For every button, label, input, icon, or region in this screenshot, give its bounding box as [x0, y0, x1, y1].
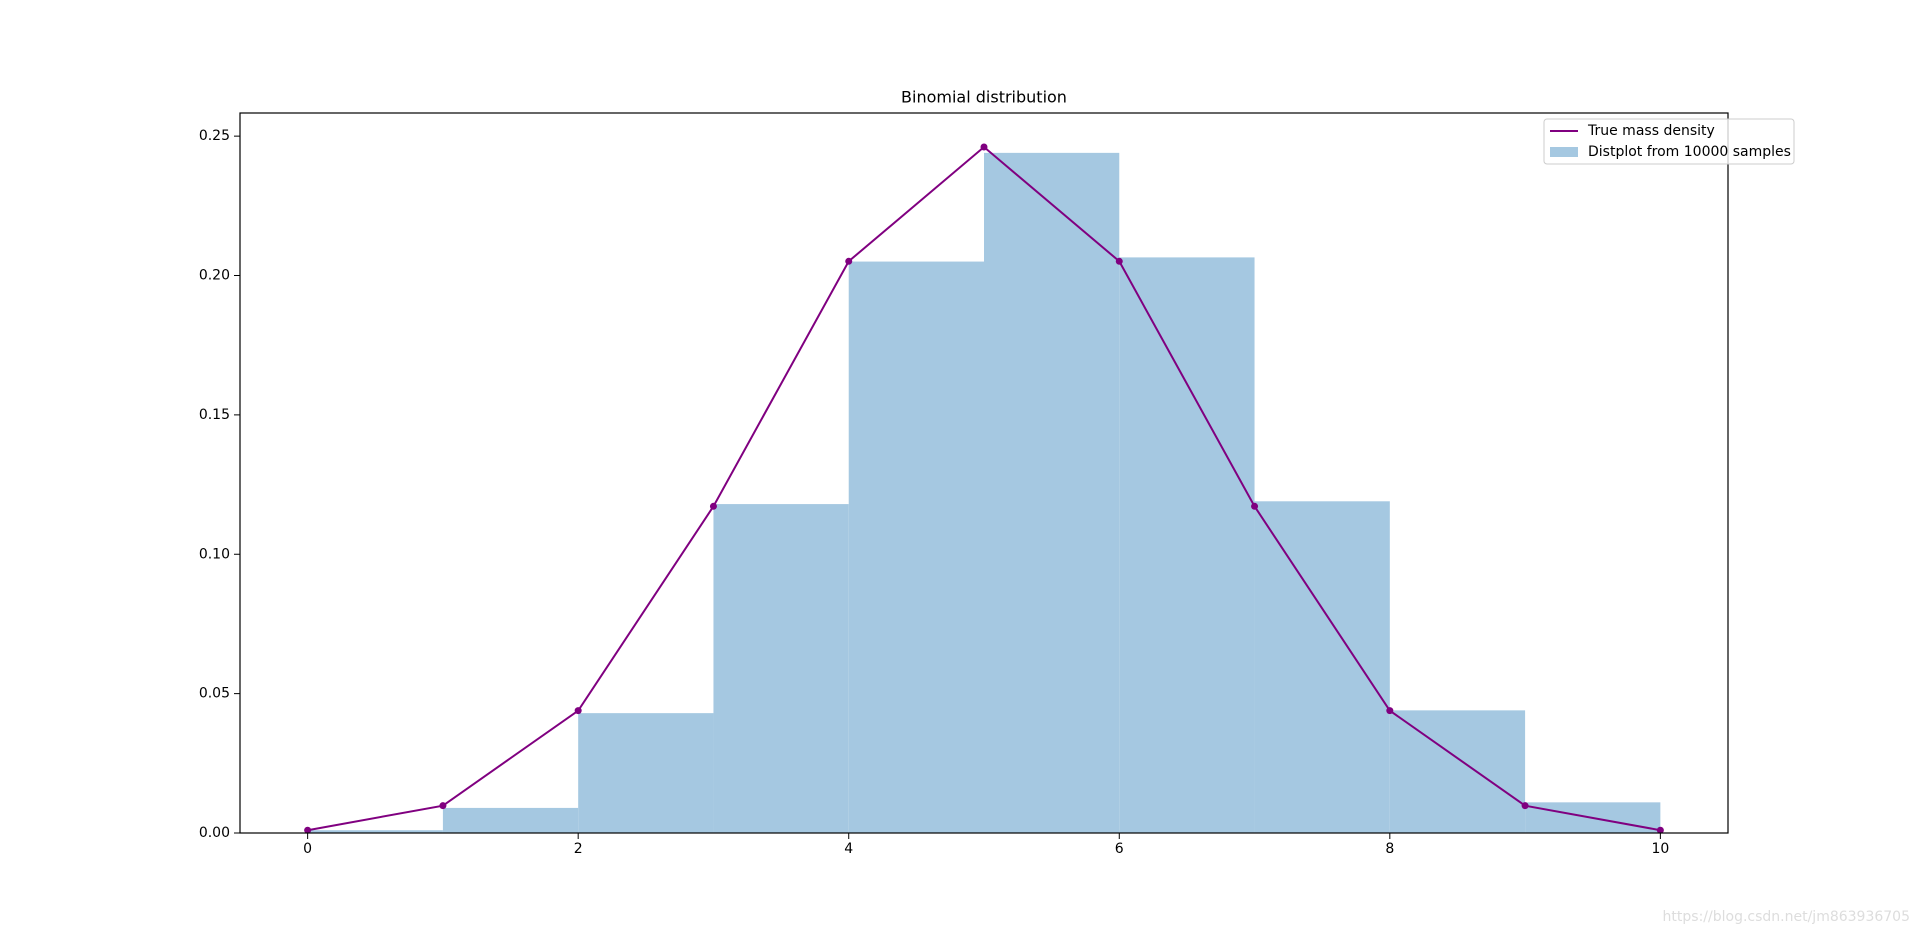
legend-label: Distplot from 10000 samples: [1588, 144, 1791, 160]
histogram-bar: [713, 504, 849, 833]
histogram-bar: [307, 830, 443, 833]
line-marker: [1386, 707, 1394, 715]
x-tick-label: 10: [1651, 841, 1669, 857]
line-marker: [1115, 257, 1123, 265]
x-tick-label: 8: [1385, 841, 1394, 857]
x-tick-label: 4: [844, 841, 853, 857]
histogram-bar: [1389, 710, 1526, 833]
line-marker: [574, 707, 582, 715]
line-marker: [845, 257, 853, 265]
y-tick-label: 0.15: [199, 407, 230, 423]
histogram-bar: [984, 152, 1120, 834]
line-marker: [439, 802, 447, 810]
legend-bar-swatch: [1550, 147, 1578, 157]
histogram-bar: [578, 713, 714, 833]
line-marker: [1521, 802, 1529, 810]
line-marker: [709, 502, 717, 510]
line-marker: [980, 143, 988, 151]
chart-title: Binomial distribution: [901, 88, 1067, 107]
legend-label: True mass density: [1587, 123, 1715, 139]
legend-box: [1543, 118, 1795, 165]
y-tick-label: 0.25: [199, 128, 230, 144]
y-tick-label: 0.00: [199, 825, 230, 841]
watermark: https://blog.csdn.net/jm863936705: [1663, 909, 1910, 925]
line-marker: [1656, 826, 1664, 834]
line-marker: [304, 826, 312, 834]
line-marker: [1251, 502, 1259, 510]
x-tick-label: 2: [574, 841, 583, 857]
x-tick-label: 0: [303, 841, 312, 857]
y-tick-label: 0.10: [199, 546, 230, 562]
y-tick-label: 0.05: [199, 686, 230, 702]
histogram-bar: [442, 807, 579, 833]
y-tick-label: 0.20: [199, 268, 230, 284]
x-tick-label: 6: [1115, 841, 1124, 857]
histogram-bar: [1119, 257, 1255, 833]
plot-frame: [239, 112, 1729, 834]
histogram-bar: [848, 261, 984, 834]
histogram-bar: [1254, 501, 1390, 833]
